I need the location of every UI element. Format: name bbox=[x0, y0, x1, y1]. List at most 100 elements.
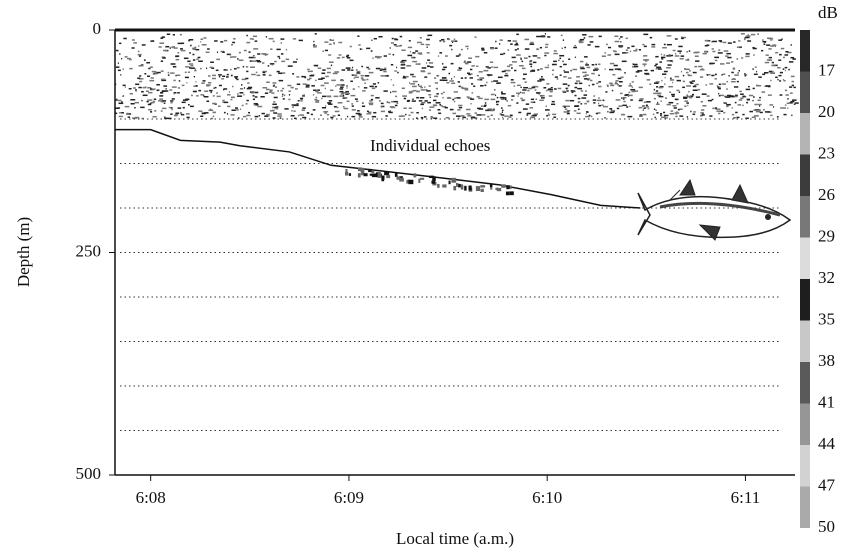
noise-dot bbox=[238, 51, 241, 54]
noise-dot bbox=[524, 48, 530, 50]
noise-dot bbox=[139, 75, 142, 77]
noise-dot bbox=[412, 80, 418, 83]
noise-dot bbox=[702, 105, 707, 107]
noise-dot bbox=[209, 66, 213, 69]
noise-dot bbox=[752, 87, 755, 90]
noise-dot bbox=[198, 60, 203, 62]
noise-dot bbox=[170, 107, 173, 109]
noise-dot bbox=[563, 75, 567, 78]
noise-dot bbox=[567, 77, 572, 79]
noise-dot bbox=[529, 59, 533, 62]
noise-dot bbox=[405, 113, 407, 116]
noise-dot bbox=[644, 69, 648, 72]
noise-dot bbox=[776, 78, 780, 81]
noise-dot bbox=[285, 48, 288, 51]
noise-dot bbox=[686, 85, 691, 87]
noise-dot bbox=[514, 49, 517, 51]
noise-dot bbox=[700, 112, 704, 114]
noise-dot bbox=[223, 88, 228, 90]
noise-dot bbox=[705, 84, 708, 86]
noise-dot bbox=[246, 87, 252, 90]
noise-dot bbox=[307, 68, 310, 71]
noise-dot bbox=[574, 105, 580, 107]
noise-dot bbox=[412, 98, 414, 100]
noise-dot bbox=[446, 82, 450, 84]
noise-dot bbox=[559, 65, 562, 68]
noise-dot bbox=[213, 87, 215, 89]
noise-dot bbox=[129, 67, 133, 70]
noise-dot bbox=[220, 41, 224, 43]
noise-dot bbox=[687, 58, 690, 60]
noise-dot bbox=[272, 85, 275, 87]
colorbar-segment bbox=[800, 113, 810, 155]
noise-dot bbox=[437, 74, 440, 77]
noise-dot bbox=[408, 92, 412, 94]
noise-dot bbox=[359, 48, 362, 50]
noise-dot bbox=[214, 40, 218, 42]
noise-dot bbox=[463, 61, 467, 64]
noise-dot bbox=[537, 69, 540, 71]
noise-dot bbox=[324, 87, 326, 90]
noise-dot bbox=[188, 104, 190, 106]
noise-dot bbox=[346, 115, 349, 118]
noise-dot bbox=[222, 75, 226, 78]
noise-dot bbox=[776, 116, 779, 118]
noise-dot bbox=[578, 82, 583, 85]
noise-dot bbox=[394, 38, 399, 41]
noise-dot bbox=[574, 56, 576, 59]
noise-dot bbox=[532, 114, 537, 117]
noise-dot bbox=[692, 71, 697, 74]
noise-dot bbox=[719, 63, 725, 65]
noise-dot bbox=[205, 51, 210, 54]
noise-dot bbox=[490, 93, 495, 96]
noise-dot bbox=[401, 87, 405, 90]
noise-dot bbox=[371, 115, 377, 118]
noise-dot bbox=[251, 73, 256, 76]
noise-dot bbox=[563, 69, 566, 72]
colorbar-label: dB bbox=[818, 3, 838, 22]
noise-dot bbox=[262, 71, 266, 74]
noise-dot bbox=[684, 105, 687, 107]
noise-dot bbox=[321, 77, 325, 80]
echo-dot bbox=[505, 191, 510, 196]
noise-dot bbox=[784, 89, 788, 92]
noise-dot bbox=[128, 58, 132, 61]
noise-dot bbox=[427, 101, 431, 104]
noise-dot bbox=[451, 82, 456, 85]
noise-dot bbox=[408, 82, 410, 84]
noise-dot bbox=[230, 44, 234, 46]
noise-dot bbox=[160, 100, 164, 103]
noise-dot bbox=[672, 60, 674, 63]
noise-dot bbox=[177, 107, 182, 109]
noise-dot bbox=[122, 68, 124, 70]
noise-dot bbox=[553, 50, 557, 52]
noise-dot bbox=[747, 33, 749, 36]
noise-dot bbox=[630, 99, 633, 101]
noise-dot bbox=[789, 92, 793, 94]
noise-dot bbox=[322, 50, 324, 52]
noise-dot bbox=[358, 85, 360, 88]
echo-dot bbox=[399, 176, 403, 179]
noise-dot bbox=[712, 107, 715, 110]
noise-dot bbox=[211, 67, 215, 69]
noise-dot bbox=[738, 40, 741, 42]
noise-dot bbox=[172, 46, 175, 49]
noise-dot bbox=[711, 74, 715, 77]
noise-dot bbox=[681, 36, 686, 39]
noise-dot bbox=[379, 100, 381, 102]
noise-dot bbox=[170, 72, 175, 74]
noise-dot bbox=[246, 34, 248, 37]
noise-dot bbox=[160, 78, 166, 81]
noise-dot bbox=[736, 58, 739, 60]
noise-dot bbox=[216, 95, 221, 98]
noise-dot bbox=[669, 91, 672, 93]
noise-dot bbox=[121, 112, 125, 114]
noise-dot bbox=[675, 98, 679, 101]
noise-dot bbox=[574, 82, 578, 85]
noise-dot bbox=[121, 57, 123, 60]
noise-dot bbox=[352, 88, 355, 90]
noise-dot bbox=[768, 56, 772, 59]
noise-dot bbox=[682, 74, 685, 77]
noise-dot bbox=[623, 100, 626, 103]
noise-dot bbox=[530, 98, 535, 101]
